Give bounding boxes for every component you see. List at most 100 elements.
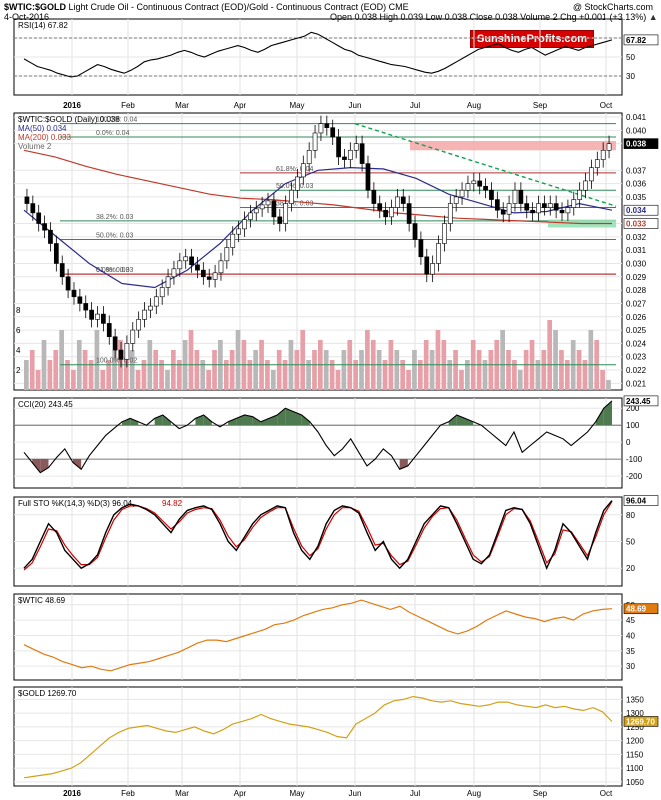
volume-bar: [176, 360, 182, 390]
candle-body: [265, 200, 271, 206]
y-tick-label: 0.030: [626, 259, 647, 268]
candle-body: [77, 296, 83, 304]
month-label: Apr: [234, 101, 247, 110]
volume-bar: [564, 360, 570, 390]
volume-bar: [429, 350, 435, 390]
candle: [330, 119, 336, 145]
candle-body: [347, 149, 353, 160]
month-label: Jun: [349, 101, 362, 110]
y-tick-label: 1300: [626, 709, 644, 718]
candle: [42, 215, 47, 239]
candle: [600, 142, 606, 168]
candle-body: [524, 203, 530, 211]
candle: [183, 248, 189, 269]
month-label: Feb: [121, 789, 135, 798]
volume-bar: [541, 350, 547, 390]
candle-body: [494, 199, 500, 211]
fib-label: 0.0%: 0.04: [96, 130, 130, 137]
volume-bar: [559, 350, 564, 390]
month-label: Apr: [234, 789, 247, 798]
fib-label: 100.0%: 0.02: [96, 358, 137, 365]
y-tick-label: 50: [626, 538, 635, 547]
y-tick-label: 1050: [626, 778, 644, 787]
last-value-label: 0.034: [626, 206, 647, 215]
cci-overbought-fill: [465, 418, 474, 426]
volume-bar: [582, 360, 588, 390]
candle: [359, 135, 365, 172]
candle: [489, 182, 494, 208]
ohlc-summary: Open 0.038 High 0.039 Low 0.038 Close 0.…: [330, 12, 658, 22]
volume-bar: [453, 350, 458, 390]
volume-bar: [106, 360, 112, 390]
volume-bar: [359, 350, 364, 390]
candle: [324, 115, 330, 136]
y-tick-label: 0.031: [626, 246, 647, 255]
resistance-zone: [410, 140, 616, 151]
y-tick-label: -200: [626, 472, 643, 481]
candle: [71, 282, 77, 305]
candle: [336, 128, 341, 165]
gold-title: $GOLD 1269.70: [18, 689, 77, 698]
candle-body: [542, 203, 547, 208]
candle: [436, 235, 441, 272]
candle: [101, 306, 106, 332]
candle-body: [165, 276, 171, 288]
candle: [195, 256, 200, 279]
candle-body: [359, 143, 365, 164]
volume-bar: [517, 370, 523, 390]
volume-bar: [535, 360, 541, 390]
month-label: 2016: [63, 789, 81, 798]
volume-bar: [412, 350, 417, 390]
y-tick-label: 1200: [626, 737, 644, 746]
candle-body: [353, 143, 359, 151]
last-value-box: [623, 495, 659, 506]
candle-body: [271, 200, 277, 218]
candle-body: [518, 189, 524, 204]
price-title: $WTIC:$GOLD (Daily) 0.038: [18, 115, 120, 124]
panel-frame-wtic: [13, 593, 623, 681]
candle-body: [230, 233, 236, 248]
candle: [442, 215, 447, 252]
cci-overbought-fill: [203, 414, 212, 426]
candle: [218, 252, 224, 281]
volume-bar: [447, 360, 453, 390]
volume-bar: [306, 360, 311, 390]
candle-body: [371, 189, 377, 204]
candle-body: [583, 180, 588, 191]
volume-bar: [88, 360, 94, 390]
cci-oversold-fill: [40, 459, 49, 473]
up-arrow-icon: ▲: [648, 12, 658, 22]
ma50-legend: MA(50) 0.034: [18, 124, 67, 133]
last-value-label: 243.45: [626, 397, 651, 406]
candle: [383, 202, 388, 225]
candle: [512, 182, 518, 212]
last-value-box: [623, 716, 659, 727]
candle-body: [565, 207, 571, 214]
candle: [242, 211, 247, 237]
volume-bar: [94, 330, 100, 390]
y-tick-label: 0.035: [626, 193, 647, 202]
candle-body: [236, 228, 241, 235]
candle: [312, 124, 318, 159]
volume-bar: [482, 360, 488, 390]
candle: [530, 202, 535, 221]
volume-bar: [506, 350, 511, 390]
candle: [406, 195, 412, 232]
candle: [518, 182, 524, 212]
volume-bar: [188, 330, 194, 390]
fib-label: 61.8%: 0.03: [96, 267, 133, 274]
candle: [365, 155, 371, 199]
candle: [542, 195, 547, 216]
candle-body: [42, 223, 47, 231]
candle-body: [336, 136, 341, 158]
candle: [483, 178, 488, 199]
cci-line: [23, 400, 613, 474]
sto-d-line: [23, 501, 613, 571]
candle: [177, 252, 183, 277]
cci-overbought-fill: [244, 414, 253, 426]
month-label: Sep: [533, 101, 548, 110]
volume-bar: [376, 350, 382, 390]
fib-label: 61.8%: 0.04: [276, 166, 313, 173]
volume-legend: Volume 2: [18, 142, 52, 151]
volume-tick-label: 2: [16, 366, 21, 375]
